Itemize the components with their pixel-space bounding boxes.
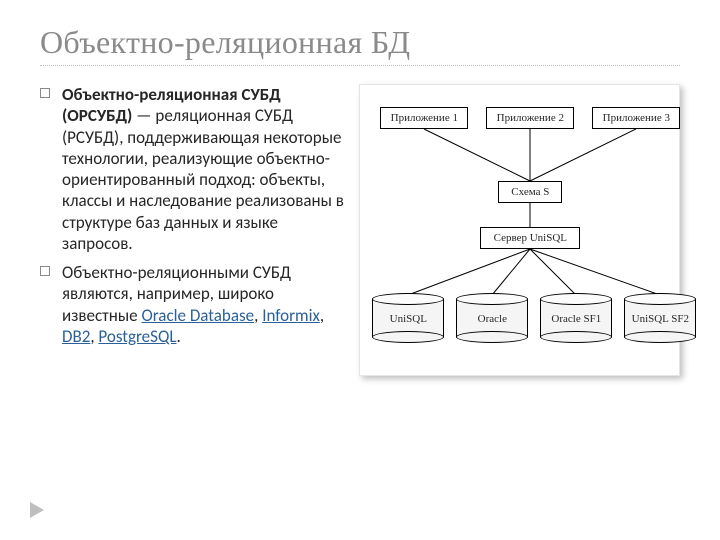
list-item: Объектно-реляционная СУБД (ОРСУБД) — рел… xyxy=(40,84,349,254)
db-link[interactable]: Informix xyxy=(262,305,320,326)
diagram-app-box: Приложение 2 xyxy=(486,107,574,129)
diagram-cylinder: UniSQL SF2 xyxy=(624,293,696,343)
text-column: Объектно-реляционная СУБД (ОРСУБД) — рел… xyxy=(40,84,349,376)
diagram-cylinder: Oracle SF1 xyxy=(540,293,612,343)
diagram-cylinder: UniSQL xyxy=(372,293,444,343)
slide: Объектно-реляционная БД Объектно-реляцио… xyxy=(0,0,720,540)
diagram-server-box: Сервер UniSQL xyxy=(480,227,580,249)
body-list: Объектно-реляционная СУБД (ОРСУБД) — рел… xyxy=(40,84,349,347)
architecture-diagram: Приложение 1 Приложение 2 Приложение 3 Схем… xyxy=(359,84,680,376)
title-divider xyxy=(40,65,680,66)
nav-arrow-icon xyxy=(30,502,44,518)
term-rest: — реляционная СУБД (РСУБД), поддерживающ… xyxy=(62,105,344,254)
slide-title: Объектно-реляционная БД xyxy=(40,24,680,61)
content-row: Объектно-реляционная СУБД (ОРСУБД) — рел… xyxy=(40,84,680,376)
diagram-cylinder: Oracle xyxy=(456,293,528,343)
db-link[interactable]: DB2 xyxy=(62,326,90,347)
diagram-app-box: Приложение 1 xyxy=(380,107,468,129)
db-link[interactable]: Oracle Database xyxy=(141,305,254,326)
diagram-app-box: Приложение 3 xyxy=(592,107,680,129)
db-link[interactable]: PostgreSQL xyxy=(98,326,176,347)
para2-post: . xyxy=(177,326,181,347)
list-item: Объектно-реляционными СУБД являются, нап… xyxy=(40,262,349,347)
diagram-schema-box: Схема S xyxy=(498,181,562,203)
